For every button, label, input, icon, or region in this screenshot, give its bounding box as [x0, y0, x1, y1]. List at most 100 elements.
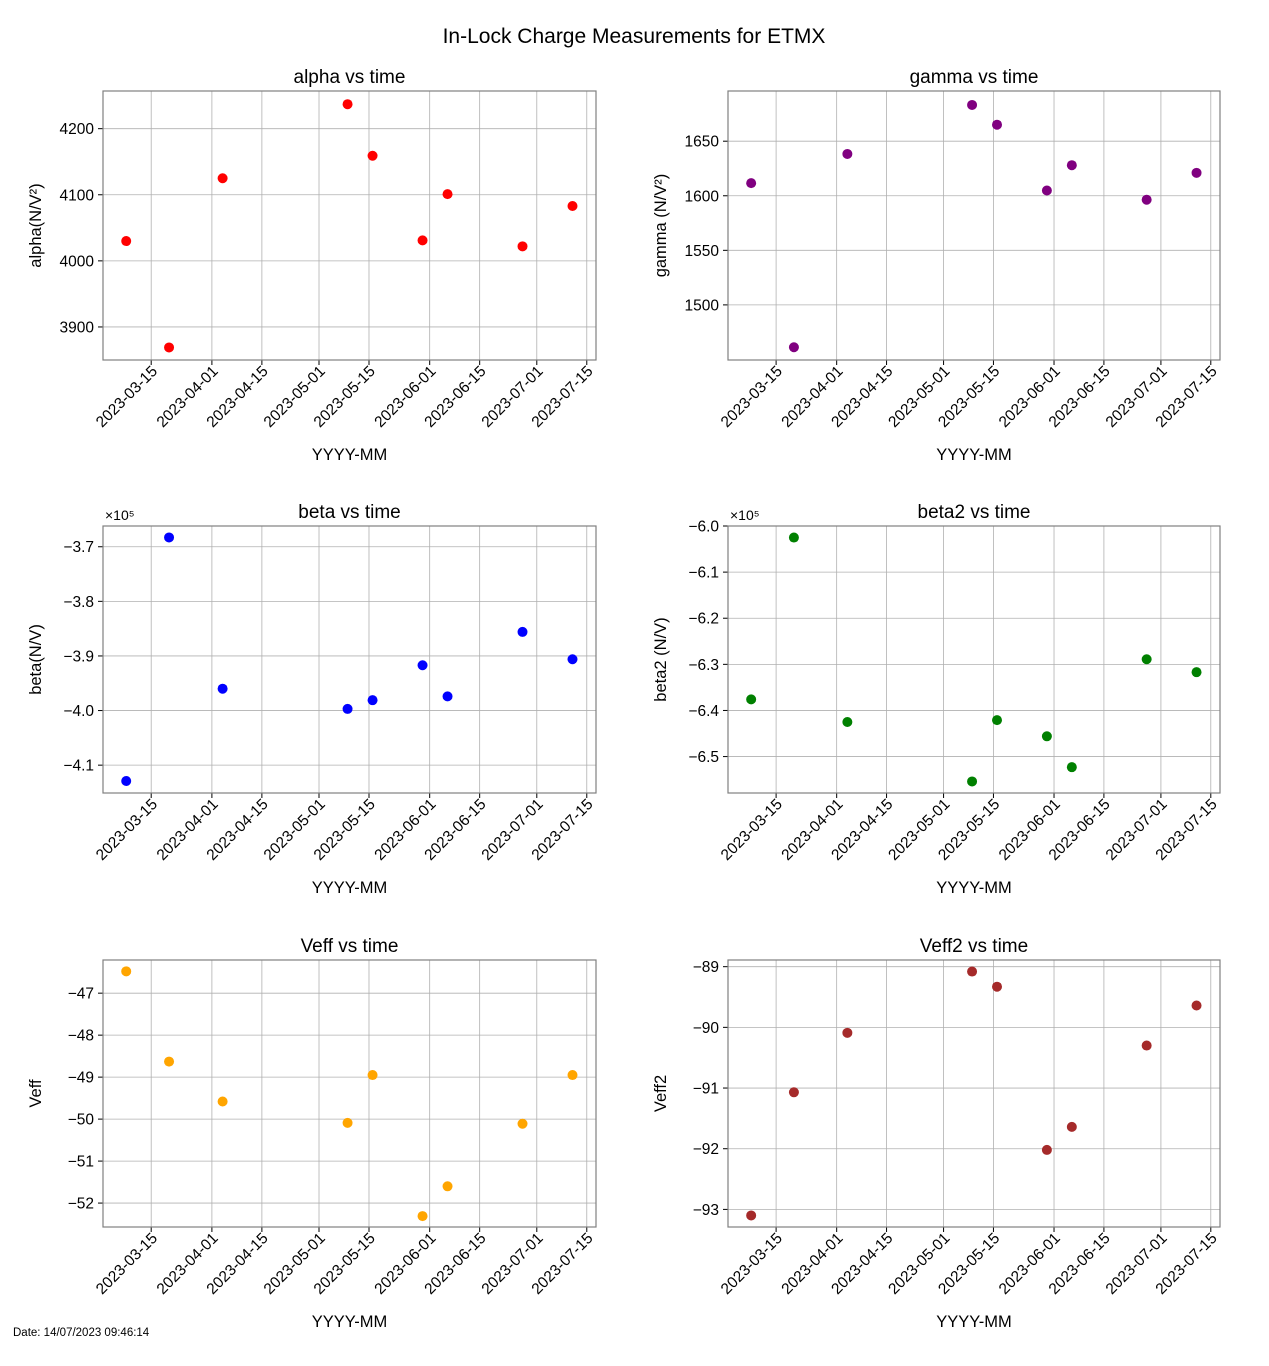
- y-tick-label: −6.3: [688, 657, 719, 674]
- y-tick-label: 4200: [60, 121, 95, 138]
- x-tick-label: 2023-03-15: [718, 796, 786, 864]
- data-point: [746, 1210, 757, 1221]
- y-tick-label: −48: [68, 1028, 94, 1045]
- data-point: [417, 235, 428, 246]
- data-point: [164, 1056, 175, 1067]
- axes-veff: 2023-03-152023-04-012023-04-152023-05-01…: [27, 936, 597, 1331]
- figure-suptitle: In-Lock Charge Measurements for ETMX: [443, 25, 826, 48]
- data-point: [1141, 194, 1152, 205]
- data-point: [517, 241, 528, 252]
- data-point: [1191, 167, 1202, 178]
- axes-gamma: 2023-03-152023-04-012023-04-152023-05-01…: [652, 67, 1221, 464]
- data-point: [417, 1211, 428, 1222]
- y-tick-label: −3.7: [63, 539, 94, 556]
- data-point: [992, 715, 1003, 726]
- y-tick-label: 3900: [60, 319, 95, 336]
- y-tick-label: 1550: [685, 243, 720, 260]
- x-tick-label: 2023-03-15: [93, 1230, 161, 1298]
- data-point: [342, 703, 353, 714]
- x-axis-label: YYYY-MM: [936, 1313, 1012, 1331]
- plot-area: [728, 960, 1220, 1227]
- y-tick-label: −3.9: [63, 648, 94, 665]
- data-point: [567, 654, 578, 665]
- data-point: [992, 981, 1003, 992]
- data-point: [842, 148, 853, 159]
- data-point: [1041, 1144, 1052, 1155]
- y-offset-label: ×10⁵: [730, 507, 760, 523]
- data-point: [788, 532, 799, 543]
- x-tick-label: 2023-03-15: [718, 363, 786, 431]
- data-point: [567, 201, 578, 212]
- data-point: [342, 99, 353, 110]
- data-point: [1041, 731, 1052, 742]
- x-tick-label: 2023-03-15: [93, 796, 161, 864]
- data-point: [992, 119, 1003, 130]
- data-point: [1141, 1040, 1152, 1051]
- data-point: [1191, 667, 1202, 678]
- data-point: [367, 695, 378, 706]
- x-axis-label: YYYY-MM: [312, 1313, 388, 1331]
- axes-frame: [102, 525, 597, 794]
- y-tick-label: −52: [68, 1196, 94, 1213]
- plot-area: [728, 91, 1220, 360]
- axes-beta2: 2023-03-152023-04-012023-04-152023-05-01…: [652, 502, 1221, 897]
- plot-area: [103, 91, 596, 360]
- y-tick-label: −4.0: [63, 703, 94, 720]
- y-tick-label: −91: [693, 1081, 719, 1098]
- y-axis-label: beta(N/V): [27, 624, 45, 695]
- y-axis-label: alpha(N/V²): [27, 183, 45, 267]
- axes-frame: [727, 525, 1221, 794]
- x-axis-label: YYYY-MM: [936, 446, 1012, 464]
- y-tick-label: −6.0: [688, 519, 719, 536]
- y-tick-label: −51: [68, 1154, 94, 1171]
- y-tick-label: −50: [68, 1112, 95, 1129]
- x-tick-label: 2023-03-15: [93, 363, 161, 431]
- y-tick-label: −6.1: [688, 565, 719, 582]
- data-point: [567, 1070, 578, 1081]
- y-tick-label: 4100: [60, 187, 95, 204]
- axes-frame: [102, 959, 597, 1228]
- axes-title: Veff2 vs time: [920, 936, 1028, 957]
- data-point: [517, 626, 528, 637]
- plot-area: [103, 526, 596, 793]
- axes-frame: [727, 90, 1221, 361]
- data-point: [121, 775, 132, 786]
- data-point: [967, 776, 978, 787]
- y-tick-label: 4000: [60, 253, 95, 270]
- y-tick-label: −92: [693, 1141, 719, 1158]
- data-point: [442, 691, 453, 702]
- y-axis-label: gamma (N/V²): [652, 174, 670, 278]
- y-axis-label: beta2 (N/V): [652, 617, 670, 701]
- data-point: [1066, 1121, 1077, 1132]
- data-point: [788, 1087, 799, 1098]
- y-offset-label: ×10⁵: [105, 507, 135, 523]
- axes-title: gamma vs time: [910, 67, 1039, 88]
- y-tick-label: −89: [693, 959, 719, 976]
- x-tick-label: 2023-03-15: [718, 1230, 786, 1298]
- y-tick-label: −6.4: [688, 703, 719, 720]
- data-point: [1066, 762, 1077, 773]
- y-tick-label: 1650: [685, 134, 720, 151]
- axes-alpha: 2023-03-152023-04-012023-04-152023-05-01…: [27, 67, 597, 464]
- data-point: [842, 716, 853, 727]
- x-axis-label: YYYY-MM: [312, 879, 388, 897]
- data-point: [217, 173, 228, 184]
- data-point: [367, 150, 378, 161]
- data-point: [746, 694, 757, 705]
- plot-area: [728, 526, 1220, 793]
- y-tick-label: −3.8: [63, 594, 94, 611]
- data-point: [842, 1027, 853, 1038]
- axes-title: beta2 vs time: [918, 502, 1031, 523]
- x-axis-label: YYYY-MM: [936, 879, 1012, 897]
- data-point: [517, 1118, 528, 1129]
- data-point: [342, 1117, 353, 1128]
- y-tick-label: −47: [68, 986, 94, 1003]
- axes-veff2: 2023-03-152023-04-012023-04-152023-05-01…: [652, 936, 1221, 1331]
- axes-title: beta vs time: [298, 502, 400, 523]
- data-point: [1041, 185, 1052, 196]
- axes-title: Veff vs time: [301, 936, 399, 957]
- data-point: [1191, 1000, 1202, 1011]
- data-point: [367, 1070, 378, 1081]
- data-point: [217, 683, 228, 694]
